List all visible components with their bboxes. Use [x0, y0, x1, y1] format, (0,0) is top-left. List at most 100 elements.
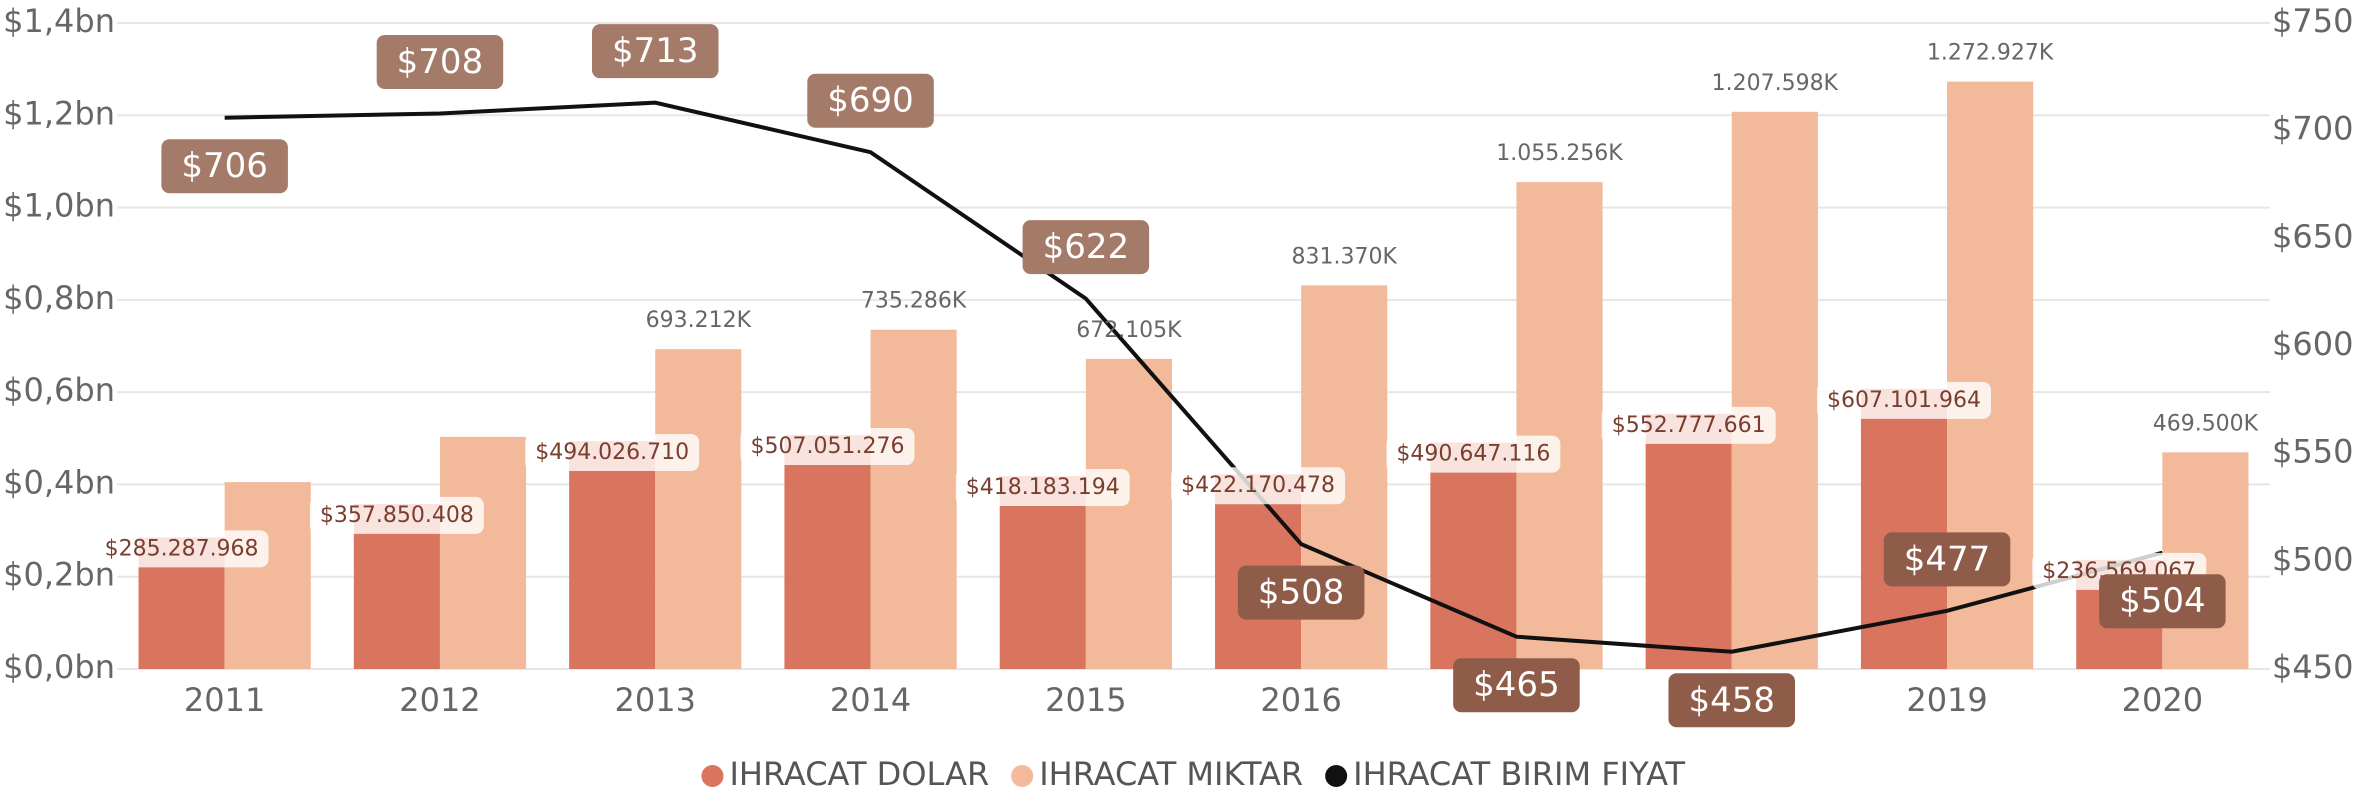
data-label: $552.777.661 [1601, 406, 1776, 444]
label-box [1668, 673, 1796, 728]
y2-tick-label: $550 [2272, 433, 2353, 471]
data-label: $285.287.968 [94, 530, 269, 568]
data-label-text: $552.777.661 [1612, 413, 1766, 438]
bar [1085, 358, 1172, 669]
label-box [161, 139, 288, 194]
label-box [525, 434, 700, 472]
line-label-text: $477 [1904, 539, 1991, 579]
line-label-text: $708 [397, 42, 484, 82]
line-label-text: $458 [1688, 680, 1775, 720]
line-label: $690 [807, 73, 934, 128]
data-label: 831.370K [1292, 244, 1398, 269]
y-tick-label: $0,8bn [3, 279, 115, 317]
line-label-text: $690 [827, 81, 914, 121]
x-tick-label: 2011 [184, 681, 265, 719]
line-label: $508 [1237, 565, 1365, 620]
x-tick-label: 2014 [830, 681, 911, 719]
data-label: $607.101.964 [1817, 381, 1991, 419]
line-label-text: $504 [2119, 581, 2206, 621]
legend-swatch [1011, 765, 1034, 787]
bar [1860, 388, 1948, 669]
data-label: $490.647.116 [1386, 435, 1561, 473]
y-tick-label: $1,2bn [3, 94, 115, 132]
data-label-text: $418.183.194 [966, 475, 1120, 500]
legend-label: IHRACAT MIKTAR [1039, 755, 1303, 793]
data-label: 672.105K [1076, 318, 1182, 343]
data-label-text: 469.500K [2153, 411, 2259, 436]
line-label: $622 [1022, 220, 1150, 275]
legend: IHRACAT DOLAR IHRACAT MIKTAR IHRACAT BIRIM… [701, 755, 1686, 793]
data-label: 469.500K [2153, 411, 2259, 436]
data-label: 693.212K [646, 308, 752, 333]
line-label: $713 [591, 24, 719, 79]
line-label: $465 [1453, 658, 1580, 713]
data-label-text: 831.370K [1292, 244, 1398, 269]
label-box [376, 34, 504, 89]
data-label-text: $494.026.710 [535, 440, 689, 465]
x-tick-label: 2015 [1045, 681, 1126, 719]
label-box [740, 428, 915, 466]
y-tick-label: $1,0bn [3, 187, 115, 225]
data-label: $422.170.478 [1171, 467, 1346, 505]
data-label-text: 672.105K [1076, 318, 1182, 343]
y2-tick-label: $500 [2272, 540, 2353, 578]
label-box [1453, 658, 1580, 713]
data-label: $507.051.276 [740, 428, 915, 466]
data-label: 735.286K [861, 289, 967, 314]
data-label-text: $507.051.276 [751, 434, 905, 459]
y2-tick-label: $700 [2272, 110, 2353, 148]
data-label-text: $357.850.408 [320, 503, 474, 528]
line-label-text: $508 [1258, 573, 1345, 613]
bar [1731, 111, 1818, 669]
line-label: $706 [161, 139, 288, 194]
bar [1430, 442, 1517, 669]
data-label: 1.055.256K [1496, 141, 1623, 166]
legend-swatch [1325, 765, 1348, 787]
line-label-text: $706 [181, 146, 268, 186]
data-label: $418.183.194 [955, 469, 1130, 507]
label-box [1883, 532, 2011, 587]
legend-swatch [701, 765, 724, 787]
x-tick-label: 2012 [399, 681, 480, 719]
line [224, 100, 2163, 654]
data-label-text: $285.287.968 [105, 536, 259, 561]
data-label-text: $422.170.478 [1181, 473, 1335, 498]
line-label: $504 [2099, 574, 2226, 629]
label-box [807, 73, 934, 128]
y2-tick-label: $450 [2272, 648, 2353, 686]
y2-tick-label: $600 [2272, 325, 2353, 363]
y2-tick-label: $750 [2272, 2, 2353, 40]
label-box [309, 496, 484, 534]
label-box [1386, 435, 1561, 473]
bar [569, 441, 656, 669]
data-label: 1.272.927K [1927, 41, 2054, 66]
line-label: $708 [376, 34, 504, 89]
bar [999, 476, 1086, 669]
label-box [955, 469, 1130, 507]
bar [224, 482, 311, 669]
label-box [94, 530, 269, 568]
label-box [1817, 381, 1991, 419]
legend-label: IHRACAT DOLAR [729, 755, 989, 793]
data-label-text: 1.055.256K [1496, 141, 1623, 166]
label-box [1022, 220, 1150, 275]
line-label: $458 [1668, 673, 1796, 728]
data-label-text: 693.212K [646, 308, 752, 333]
x-tick-label: 2016 [1260, 681, 1341, 719]
line-label: $477 [1883, 532, 2011, 587]
bar [870, 329, 957, 669]
y-tick-label: $1,4bn [3, 2, 115, 40]
data-label-text: 1.207.598K [1712, 71, 1839, 96]
line-label-text: $465 [1473, 665, 1560, 705]
line-label-text: $713 [612, 31, 699, 71]
label-box [1601, 406, 1776, 444]
y-tick-label: $0,4bn [3, 463, 115, 501]
data-label-text: $490.647.116 [1396, 442, 1550, 467]
x-tick-label: 2019 [1906, 681, 1987, 719]
y-tick-label: $0,0bn [3, 648, 115, 686]
bar [439, 436, 527, 669]
bar [1516, 182, 1603, 669]
data-label-text: 1.272.927K [1927, 41, 2054, 66]
label-box [1237, 565, 1365, 620]
